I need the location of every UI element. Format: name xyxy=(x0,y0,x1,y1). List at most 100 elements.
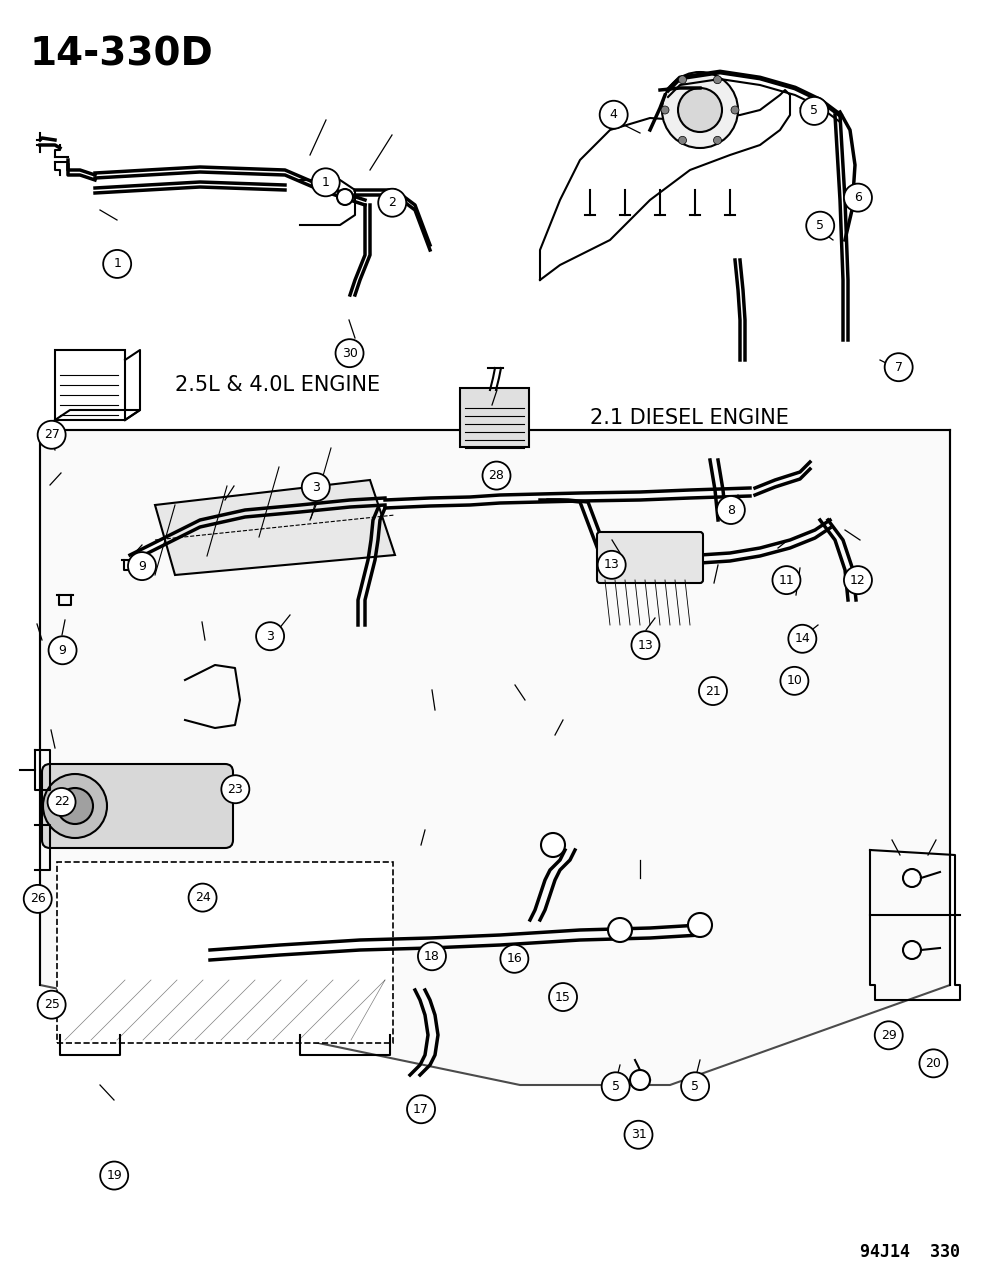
Text: 1: 1 xyxy=(322,176,330,189)
Text: 17: 17 xyxy=(413,1103,429,1116)
Circle shape xyxy=(678,136,686,144)
Circle shape xyxy=(128,552,156,580)
FancyBboxPatch shape xyxy=(597,532,703,583)
Text: 13: 13 xyxy=(638,639,653,652)
Text: 12: 12 xyxy=(850,574,866,586)
Circle shape xyxy=(688,913,712,937)
Circle shape xyxy=(48,788,75,816)
Circle shape xyxy=(302,473,330,501)
Circle shape xyxy=(49,636,76,664)
Text: 9: 9 xyxy=(59,644,67,657)
Text: 26: 26 xyxy=(30,892,46,905)
Text: 2.1 DIESEL ENGINE: 2.1 DIESEL ENGINE xyxy=(590,408,788,428)
Text: 10: 10 xyxy=(786,674,802,687)
Circle shape xyxy=(256,622,284,650)
Text: 18: 18 xyxy=(424,950,440,963)
Circle shape xyxy=(788,625,816,653)
Text: 24: 24 xyxy=(195,891,211,904)
Circle shape xyxy=(38,991,66,1019)
Text: 2.5L & 4.0L ENGINE: 2.5L & 4.0L ENGINE xyxy=(175,375,380,395)
Text: 5: 5 xyxy=(810,105,818,117)
Circle shape xyxy=(38,421,66,449)
Text: 5: 5 xyxy=(691,1080,699,1093)
Circle shape xyxy=(103,250,131,278)
Text: 16: 16 xyxy=(506,952,522,965)
Circle shape xyxy=(549,983,577,1011)
Circle shape xyxy=(844,184,872,212)
Circle shape xyxy=(806,212,834,240)
Polygon shape xyxy=(155,479,395,575)
Circle shape xyxy=(717,496,745,524)
Text: 13: 13 xyxy=(604,558,620,571)
Circle shape xyxy=(625,1121,652,1149)
Circle shape xyxy=(43,774,107,838)
Circle shape xyxy=(632,631,659,659)
Circle shape xyxy=(678,75,686,84)
Circle shape xyxy=(780,667,808,695)
Text: 8: 8 xyxy=(727,504,735,516)
Circle shape xyxy=(662,71,738,148)
Circle shape xyxy=(800,97,828,125)
Circle shape xyxy=(844,566,872,594)
Text: 31: 31 xyxy=(631,1128,646,1141)
Circle shape xyxy=(57,788,93,824)
Circle shape xyxy=(312,168,340,196)
Circle shape xyxy=(602,1072,630,1100)
Circle shape xyxy=(661,106,669,113)
Circle shape xyxy=(714,136,722,144)
Text: 4: 4 xyxy=(610,108,618,121)
Circle shape xyxy=(903,941,921,959)
Text: 5: 5 xyxy=(816,219,824,232)
Text: 3: 3 xyxy=(312,481,320,493)
Circle shape xyxy=(378,189,406,217)
Circle shape xyxy=(598,551,626,579)
Text: 9: 9 xyxy=(138,560,146,572)
Circle shape xyxy=(483,462,510,490)
FancyBboxPatch shape xyxy=(55,351,125,419)
Circle shape xyxy=(875,1021,903,1049)
Text: 23: 23 xyxy=(227,783,243,796)
Text: 6: 6 xyxy=(854,191,862,204)
Circle shape xyxy=(407,1095,435,1123)
Circle shape xyxy=(731,106,739,113)
Text: 25: 25 xyxy=(44,998,60,1011)
Circle shape xyxy=(418,942,446,970)
Circle shape xyxy=(678,88,722,133)
Circle shape xyxy=(24,885,52,913)
Circle shape xyxy=(885,353,913,381)
Circle shape xyxy=(337,189,353,205)
Text: 7: 7 xyxy=(895,361,903,374)
Text: 14: 14 xyxy=(794,632,810,645)
Text: 2: 2 xyxy=(388,196,396,209)
Circle shape xyxy=(773,566,800,594)
Polygon shape xyxy=(40,430,950,1085)
Text: 15: 15 xyxy=(555,991,571,1003)
Circle shape xyxy=(608,918,632,942)
Circle shape xyxy=(630,1070,650,1090)
Text: 22: 22 xyxy=(54,796,70,808)
Circle shape xyxy=(714,75,722,84)
Text: 94J14  330: 94J14 330 xyxy=(860,1243,960,1261)
Text: 27: 27 xyxy=(44,428,60,441)
Circle shape xyxy=(699,677,727,705)
Text: 30: 30 xyxy=(342,347,357,360)
Circle shape xyxy=(221,775,249,803)
Circle shape xyxy=(100,1162,128,1190)
Text: 19: 19 xyxy=(106,1169,122,1182)
Circle shape xyxy=(681,1072,709,1100)
Circle shape xyxy=(600,101,628,129)
Text: 1: 1 xyxy=(113,258,121,270)
Circle shape xyxy=(500,945,528,973)
Text: 11: 11 xyxy=(779,574,794,586)
FancyBboxPatch shape xyxy=(460,388,529,448)
FancyBboxPatch shape xyxy=(42,764,233,848)
Text: 3: 3 xyxy=(266,630,274,643)
Text: 29: 29 xyxy=(881,1029,897,1042)
Circle shape xyxy=(336,339,363,367)
Text: 20: 20 xyxy=(925,1057,941,1070)
Circle shape xyxy=(189,884,216,912)
Circle shape xyxy=(903,870,921,887)
Text: 5: 5 xyxy=(612,1080,620,1093)
Text: 21: 21 xyxy=(705,685,721,697)
Text: 28: 28 xyxy=(489,469,504,482)
